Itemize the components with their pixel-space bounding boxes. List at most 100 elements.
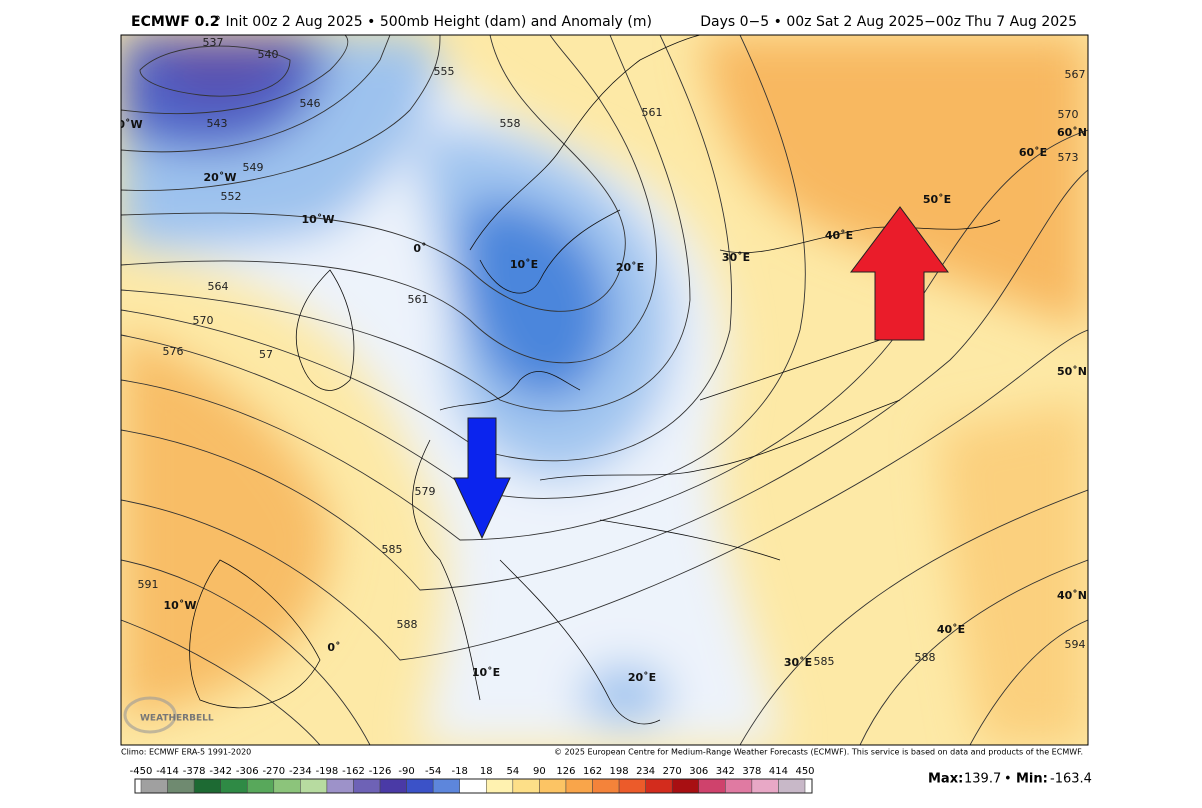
contour-label: 549 — [243, 161, 264, 174]
colorbar-segment — [751, 778, 779, 794]
graticule-label: 20˚E — [628, 671, 656, 684]
graticule-label: 40˚E — [937, 623, 965, 636]
colorbar-segment — [353, 778, 381, 794]
colorbar-segment — [273, 778, 301, 794]
credit: © 2025 European Centre for Medium-Range … — [554, 748, 1083, 757]
graticule-label: 40˚E — [825, 229, 853, 242]
colorbar-segment — [512, 778, 540, 794]
colorbar-label: 90 — [533, 766, 546, 777]
graticule-label: 10˚E — [510, 258, 538, 271]
graticule-label: 60˚E — [1019, 146, 1047, 159]
colorbar-segment — [140, 778, 168, 794]
contour-label: 564 — [208, 280, 229, 293]
colorbar-segment — [592, 778, 620, 794]
colorbar-segment — [220, 778, 248, 794]
red-arrow — [849, 206, 949, 341]
colorbar-label: 342 — [716, 766, 735, 777]
graticule-label: 10˚W — [302, 213, 335, 226]
colorbar-frame — [134, 778, 813, 794]
max-value: 139.7 — [964, 772, 1001, 787]
colorbar-label: -306 — [236, 766, 259, 777]
colorbar-segment — [167, 778, 195, 794]
blue-arrow — [453, 417, 511, 540]
contour-label: 537 — [203, 36, 224, 49]
contour-label: 573 — [1058, 151, 1079, 164]
colorbar-label: 198 — [610, 766, 629, 777]
colorbar-segment — [486, 778, 514, 794]
logo: WEATHERBELL — [140, 714, 214, 724]
colorbar-label: 126 — [556, 766, 575, 777]
stats: Max: 139.7 • Min: -163.4 — [928, 772, 1092, 787]
colorbar-label: -270 — [262, 766, 285, 777]
colorbar-label: -414 — [156, 766, 179, 777]
contour-label: 579 — [415, 485, 436, 498]
colorbar: -450 -414 -378 -342 -306 -270 -234 -198 -162 -126… — [130, 766, 815, 794]
contour-label: 591 — [138, 578, 159, 591]
contour-label: 567 — [1065, 68, 1086, 81]
graticule-label: 0˚ — [413, 242, 426, 255]
graticule-label: 50˚N — [1057, 365, 1087, 378]
graticule-label: 0˚W — [117, 118, 142, 131]
colorbar-segment — [725, 778, 753, 794]
graticule-label: 10˚E — [472, 666, 500, 679]
contour-label: 543 — [207, 117, 228, 130]
graticule-label: 0˚ — [327, 641, 340, 654]
colorbar-label: -234 — [289, 766, 312, 777]
colorbar-segment — [778, 778, 806, 794]
contour-label: 594 — [1065, 638, 1086, 651]
contour-label: 57 — [259, 348, 273, 361]
colorbar-label: -198 — [316, 766, 339, 777]
graticule-label: 10˚W — [164, 599, 197, 612]
colorbar-label: -126 — [369, 766, 392, 777]
colorbar-label: -18 — [452, 766, 468, 777]
colorbar-segment — [193, 778, 221, 794]
contour-label: 588 — [397, 618, 418, 631]
graticule-label: 30˚E — [784, 656, 812, 669]
height-contours — [121, 35, 1088, 745]
contour-label: 576 — [163, 345, 184, 358]
contour-label: 561 — [408, 293, 429, 306]
colorbar-label: -90 — [398, 766, 414, 777]
contour-label: 570 — [1058, 108, 1079, 121]
colorbar-segment — [379, 778, 407, 794]
graticule-label: 40˚N — [1057, 589, 1087, 602]
colorbar-label: -378 — [183, 766, 206, 777]
min-label: Min: — [1016, 772, 1048, 787]
contour-label: 561 — [642, 106, 663, 119]
contour-label: 585 — [814, 655, 835, 668]
colorbar-label: 270 — [663, 766, 682, 777]
logo-mark — [123, 696, 177, 734]
colorbar-segment — [618, 778, 646, 794]
model-name: ECMWF 0.2 — [131, 14, 219, 30]
contour-label: 585 — [382, 543, 403, 556]
graticule-label: 60˚N — [1057, 126, 1087, 139]
colorbar-label: 450 — [795, 766, 814, 777]
colorbar-segment — [432, 778, 460, 794]
colorbar-segment — [671, 778, 700, 794]
climo-note: Climo: ECMWF ERA-5 1991-2020 — [121, 748, 251, 757]
colorbar-label: 414 — [769, 766, 788, 777]
contour-label: 552 — [221, 190, 242, 203]
contour-label: 570 — [193, 314, 214, 327]
map-frame — [120, 34, 1089, 746]
colorbar-segment — [565, 778, 593, 794]
colorbar-segment — [645, 778, 673, 794]
separator: • — [1004, 772, 1012, 787]
colorbar-label: -450 — [130, 766, 153, 777]
graticule-label: 50˚E — [923, 193, 951, 206]
colorbar-segment — [326, 778, 354, 794]
map: 537 540 543 546 549 552 555 558 561 561 564 567 570 5… — [117, 35, 1088, 745]
contour-label: 546 — [300, 97, 321, 110]
colorbar-label: 162 — [583, 766, 602, 777]
colorbar-segment — [539, 778, 567, 794]
period: Days 0−5 • 00z Sat 2 Aug 2025−00z Thu 7 … — [700, 14, 1077, 30]
map-title: ° Init 00z 2 Aug 2025 • 500mb Height (da… — [214, 14, 652, 30]
colorbar-segment — [459, 778, 487, 794]
colorbar-label: -54 — [425, 766, 441, 777]
max-label: Max: — [928, 772, 963, 787]
colorbar-label: 306 — [689, 766, 708, 777]
colorbar-segment — [698, 778, 726, 794]
graticule-label: 20˚E — [616, 261, 644, 274]
